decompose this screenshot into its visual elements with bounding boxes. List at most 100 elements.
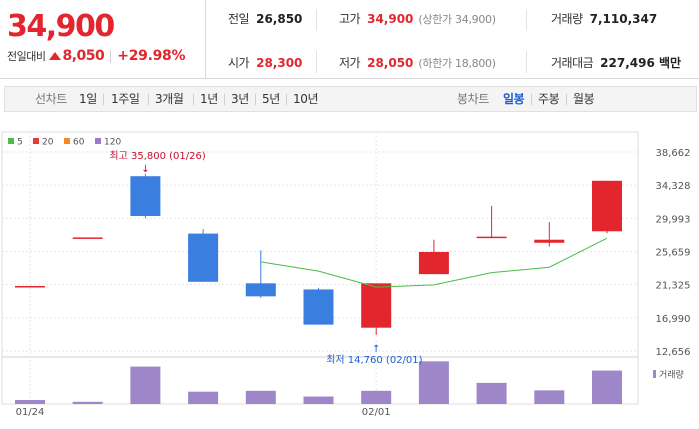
- upper-limit: (상한가 34,900): [418, 13, 496, 26]
- tab-divider: [255, 94, 256, 105]
- tab-1w[interactable]: 1주일: [111, 92, 140, 106]
- x-tick-label: 02/01: [362, 407, 391, 418]
- y-tick-label: 12,656: [656, 347, 691, 358]
- tab-daily[interactable]: 일봉: [503, 92, 525, 106]
- high-cell: 고가 34,900 (상한가 34,900): [339, 10, 496, 27]
- legend-swatch: [64, 138, 70, 144]
- prev-close-cell: 전일 26,850: [228, 10, 302, 27]
- candle-body: [418, 251, 449, 275]
- candle-body: [592, 180, 622, 232]
- current-price: 34,900: [7, 9, 115, 44]
- lower-limit: (하한가 18,800): [418, 57, 496, 70]
- legend-label: 60: [73, 138, 85, 148]
- high-annotation: 최고 35,800 (01/26): [109, 150, 205, 162]
- tab-weekly[interactable]: 주봉: [538, 92, 560, 106]
- open-label: 시가: [228, 56, 250, 70]
- volume-bar: [476, 382, 507, 404]
- legend-swatch: [33, 138, 39, 144]
- legend-swatch: [95, 138, 101, 144]
- low-value: 28,050: [367, 56, 414, 70]
- prev-close-label: 전일: [228, 12, 250, 26]
- divider: [526, 51, 527, 73]
- price-change: 전일대비 8,050 +29.98%: [7, 47, 186, 65]
- y-tick-label: 25,659: [656, 248, 691, 259]
- volume-value: 7,110,347: [589, 12, 658, 26]
- volume-legend-swatch: [653, 370, 656, 378]
- tab-monthly[interactable]: 월봉: [573, 92, 595, 106]
- tab-3y[interactable]: 3년: [231, 92, 249, 106]
- divider: [316, 51, 317, 73]
- tab-divider: [224, 94, 225, 105]
- volume-bar: [188, 391, 219, 404]
- volume-bar: [534, 390, 565, 404]
- divider: [316, 9, 317, 31]
- volume-bar: [303, 396, 334, 404]
- y-tick-label: 34,328: [656, 181, 691, 192]
- y-tick-label: 16,990: [656, 314, 691, 325]
- legend-label: 120: [104, 138, 121, 148]
- change-divider: [110, 49, 112, 63]
- candle-body: [130, 176, 161, 216]
- volume-bar: [592, 370, 622, 404]
- tab-5y[interactable]: 5년: [262, 92, 280, 106]
- candle-chart-label: 봉차트: [457, 92, 489, 106]
- candle-body: [534, 239, 565, 243]
- ma5-line: [260, 237, 608, 288]
- change-label: 전일대비: [7, 50, 46, 63]
- volume-cell: 거래량 7,110,347: [551, 10, 657, 27]
- candle-body: [188, 233, 219, 282]
- line-chart-label: 선차트: [35, 92, 67, 106]
- volume-bar: [361, 390, 392, 404]
- quote-header: 34,900 전일대비 8,050 +29.98% 전일 26,850 고가 3…: [0, 0, 699, 79]
- tab-10y[interactable]: 10년: [293, 92, 319, 106]
- x-tick-label: 01/24: [16, 407, 45, 418]
- candle-body: [72, 237, 103, 239]
- tab-1d[interactable]: 1일: [79, 92, 97, 106]
- high-arrow-icon: ↓: [141, 164, 149, 175]
- divider: [526, 9, 527, 31]
- candle-body: [476, 236, 507, 239]
- amount-value: 227,496 백만: [600, 56, 682, 70]
- current-price-box: 34,900 전일대비 8,050 +29.98%: [0, 0, 206, 79]
- volume-bar: [15, 400, 45, 404]
- tab-1y[interactable]: 1년: [200, 92, 218, 106]
- volume-bar: [418, 361, 449, 404]
- legend-label: 20: [42, 138, 54, 148]
- high-label: 고가: [339, 12, 361, 26]
- candle-body: [15, 286, 45, 288]
- volume-legend-label: 거래량: [659, 369, 684, 381]
- low-arrow-icon: ↑: [372, 344, 380, 355]
- amount-cell: 거래대금 227,496 백만: [551, 54, 681, 71]
- low-cell: 저가 28,050 (하한가 18,800): [339, 54, 496, 71]
- candlestick-chart: 38,662 34,328 29,993 25,659 21,325 16,990 12,6…: [1, 131, 691, 418]
- y-tick-label: 21,325: [656, 281, 691, 292]
- low-annotation: 최저 14,760 (02/01): [326, 354, 422, 366]
- prev-close-value: 26,850: [256, 12, 303, 26]
- open-value: 28,300: [256, 56, 303, 70]
- candle-body: [361, 283, 392, 328]
- change-rate: +29.98%: [117, 48, 186, 64]
- tab-divider: [148, 94, 149, 105]
- volume-label: 거래량: [551, 12, 583, 26]
- legend-swatch: [8, 138, 14, 144]
- high-value: 34,900: [367, 12, 414, 26]
- period-tab-bar: 선차트 1일 1주일 3개월 1년 3년 5년 10년 봉차트 일봉 주봉 월봉: [4, 86, 697, 112]
- tab-divider: [566, 94, 567, 105]
- low-label: 저가: [339, 56, 361, 70]
- volume-bar: [130, 366, 161, 404]
- y-tick-label: 38,662: [656, 148, 691, 159]
- volume-bar: [72, 401, 103, 404]
- change-value: 8,050: [62, 48, 105, 64]
- tab-divider: [193, 94, 194, 105]
- candle-body: [303, 289, 334, 325]
- tab-divider: [286, 94, 287, 105]
- tab-3m[interactable]: 3개월: [155, 92, 184, 106]
- up-arrow-icon: [49, 52, 62, 60]
- tab-divider: [531, 94, 532, 105]
- open-cell: 시가 28,300: [228, 54, 302, 71]
- volume-bar: [245, 390, 276, 404]
- legend-label: 5: [17, 138, 23, 148]
- candle-body: [245, 283, 276, 297]
- tab-divider: [103, 94, 104, 105]
- y-tick-label: 29,993: [656, 214, 691, 225]
